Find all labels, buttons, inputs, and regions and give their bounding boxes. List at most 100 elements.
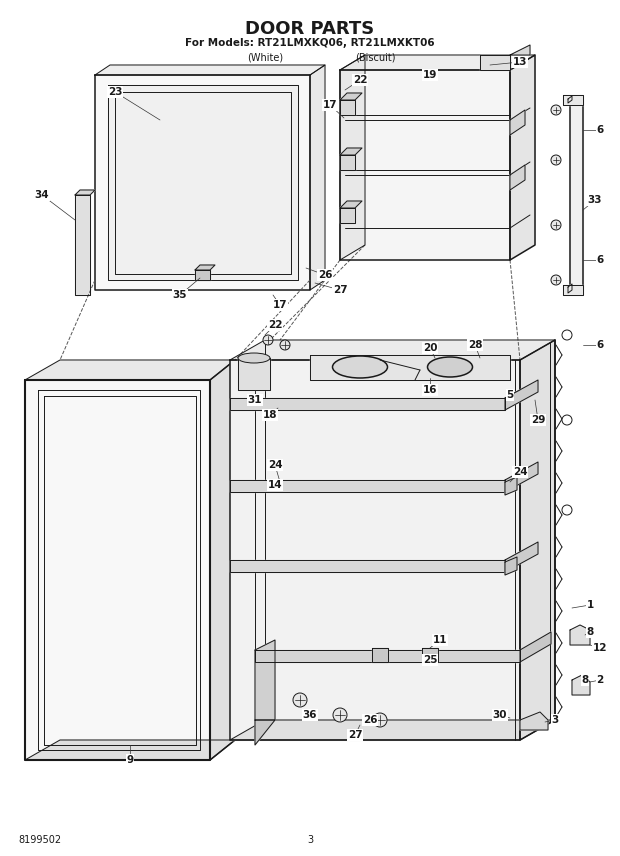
Polygon shape <box>572 675 590 695</box>
Text: 22: 22 <box>353 75 367 85</box>
Text: 16: 16 <box>423 385 437 395</box>
Text: 27: 27 <box>348 730 362 740</box>
Polygon shape <box>510 165 525 190</box>
Polygon shape <box>340 55 365 260</box>
Polygon shape <box>372 648 388 662</box>
Polygon shape <box>255 640 275 720</box>
Polygon shape <box>340 148 362 155</box>
Text: 8199502: 8199502 <box>18 835 61 845</box>
Text: 19: 19 <box>423 70 437 80</box>
Circle shape <box>551 155 561 165</box>
Text: 6: 6 <box>596 255 604 265</box>
Text: 9: 9 <box>126 755 133 765</box>
Text: 12: 12 <box>593 643 607 653</box>
Text: 33: 33 <box>588 195 602 205</box>
Text: 3: 3 <box>551 715 559 725</box>
Polygon shape <box>255 650 520 662</box>
Polygon shape <box>230 480 505 492</box>
Ellipse shape <box>332 356 388 378</box>
Polygon shape <box>95 65 325 75</box>
Polygon shape <box>505 557 517 575</box>
Polygon shape <box>510 55 535 260</box>
Text: 24: 24 <box>513 467 528 477</box>
Text: 29: 29 <box>531 415 545 425</box>
Text: 13: 13 <box>513 57 527 67</box>
Polygon shape <box>510 45 530 55</box>
Text: 18: 18 <box>263 410 277 420</box>
Polygon shape <box>310 65 325 290</box>
Polygon shape <box>210 360 235 760</box>
Polygon shape <box>108 85 298 280</box>
Circle shape <box>562 330 572 340</box>
Polygon shape <box>563 95 583 105</box>
Polygon shape <box>230 398 505 410</box>
Polygon shape <box>195 270 210 280</box>
Circle shape <box>280 340 290 350</box>
Ellipse shape <box>428 357 472 377</box>
Text: 34: 34 <box>35 190 50 200</box>
Text: 2: 2 <box>596 675 604 685</box>
Text: 31: 31 <box>248 395 262 405</box>
Polygon shape <box>255 720 275 745</box>
Circle shape <box>551 220 561 230</box>
Text: 24: 24 <box>268 460 282 470</box>
Polygon shape <box>340 155 355 170</box>
Polygon shape <box>520 712 548 730</box>
Polygon shape <box>25 380 210 760</box>
Text: 23: 23 <box>108 87 122 97</box>
Ellipse shape <box>238 353 270 363</box>
Polygon shape <box>520 340 555 740</box>
Polygon shape <box>505 542 538 572</box>
Polygon shape <box>238 358 270 390</box>
Text: (Biscuit): (Biscuit) <box>355 52 396 62</box>
Circle shape <box>551 105 561 115</box>
Circle shape <box>373 713 387 727</box>
Polygon shape <box>520 632 551 662</box>
Polygon shape <box>230 720 555 740</box>
Text: 6: 6 <box>596 125 604 135</box>
Polygon shape <box>340 70 510 260</box>
Text: 17: 17 <box>322 100 337 110</box>
Text: 5: 5 <box>507 390 513 400</box>
Text: 30: 30 <box>493 710 507 720</box>
Polygon shape <box>570 100 583 290</box>
Text: 26: 26 <box>363 715 377 725</box>
Polygon shape <box>510 110 525 135</box>
Text: (White): (White) <box>247 52 283 62</box>
Text: 25: 25 <box>423 655 437 665</box>
Polygon shape <box>230 560 505 572</box>
Text: 35: 35 <box>173 290 187 300</box>
Circle shape <box>293 693 307 707</box>
Text: For Models: RT21LMXKQ06, RT21LMXKT06: For Models: RT21LMXKQ06, RT21LMXKT06 <box>185 38 435 48</box>
Polygon shape <box>310 355 510 380</box>
Text: 28: 28 <box>467 340 482 350</box>
Circle shape <box>551 275 561 285</box>
Text: 1: 1 <box>587 600 593 610</box>
Text: 14: 14 <box>268 480 282 490</box>
Polygon shape <box>340 208 355 223</box>
Polygon shape <box>480 55 510 70</box>
Text: 27: 27 <box>333 285 347 295</box>
Text: 8: 8 <box>587 627 593 637</box>
Polygon shape <box>95 75 310 290</box>
Polygon shape <box>230 360 520 740</box>
Polygon shape <box>570 625 590 645</box>
Polygon shape <box>505 380 538 410</box>
Polygon shape <box>340 201 362 208</box>
Polygon shape <box>422 648 438 662</box>
Text: 22: 22 <box>268 320 282 330</box>
Text: 26: 26 <box>317 270 332 280</box>
Text: 20: 20 <box>423 343 437 353</box>
Text: 3: 3 <box>307 835 313 845</box>
Circle shape <box>562 415 572 425</box>
Polygon shape <box>505 462 538 492</box>
Polygon shape <box>25 360 235 380</box>
Text: 8: 8 <box>582 675 588 685</box>
Polygon shape <box>340 93 362 100</box>
Text: 17: 17 <box>273 300 287 310</box>
Polygon shape <box>75 190 95 195</box>
Circle shape <box>263 335 273 345</box>
Polygon shape <box>75 195 90 295</box>
Circle shape <box>562 505 572 515</box>
Polygon shape <box>568 96 572 103</box>
